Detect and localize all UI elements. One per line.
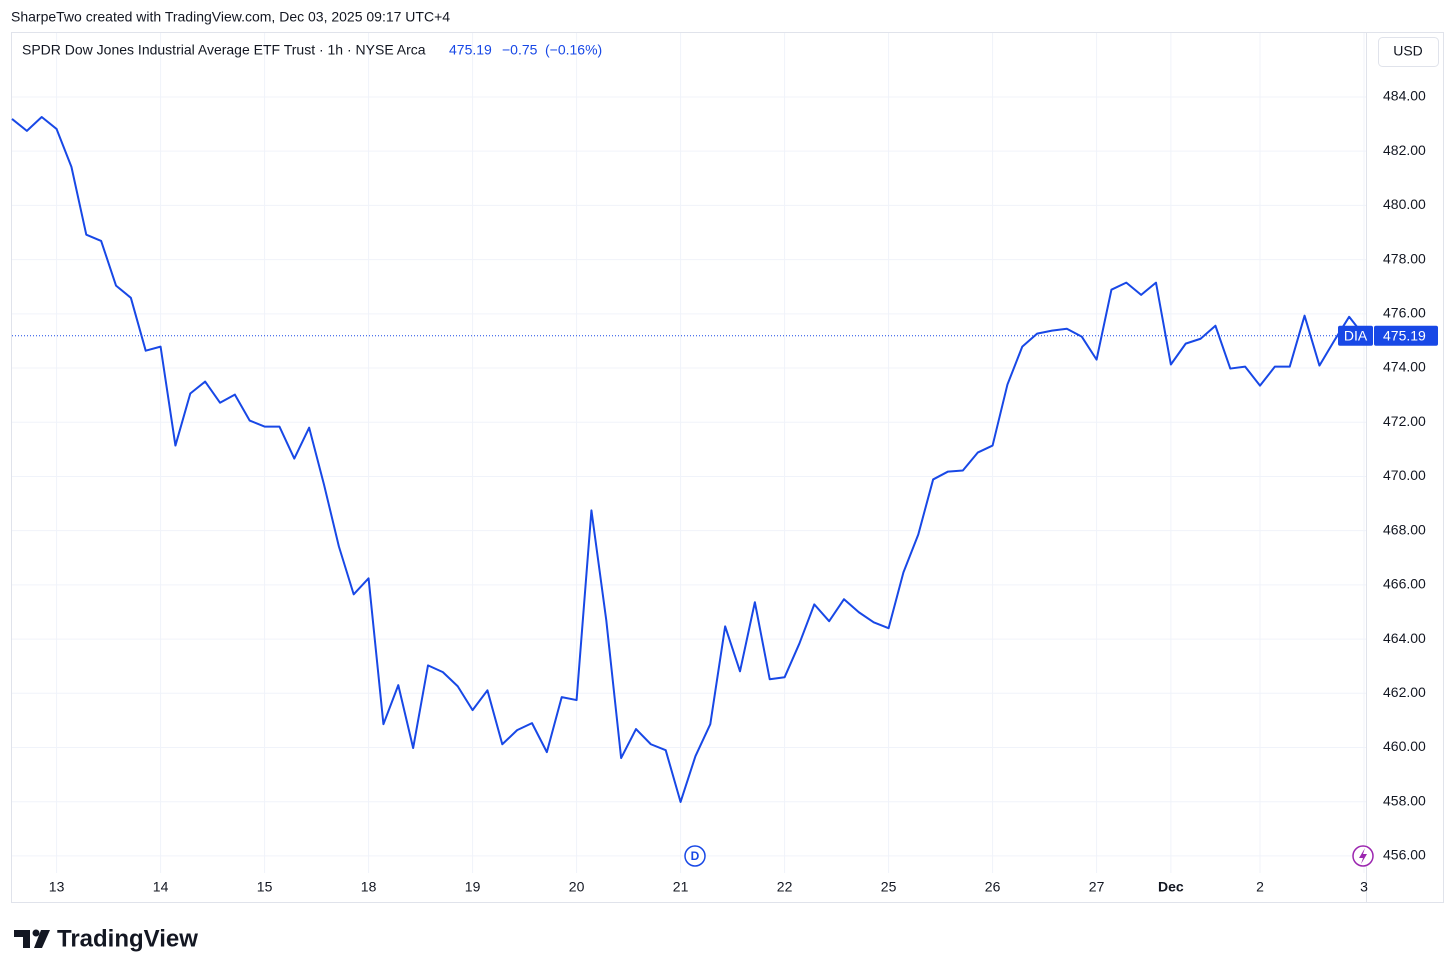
- brand-logo: [14, 929, 50, 948]
- lightning-icon: [1359, 848, 1367, 864]
- dividend-label[interactable]: D: [691, 849, 700, 863]
- y-tick-label: 470.00: [1383, 467, 1426, 483]
- y-tick-label: 484.00: [1383, 88, 1426, 104]
- x-tick-label: 14: [153, 879, 169, 895]
- header-price: 475.19: [449, 42, 492, 58]
- credit: SharpeTwo created with TradingView.com, …: [11, 9, 450, 25]
- price-badge: [1374, 325, 1438, 346]
- y-tick-label: 456.00: [1383, 847, 1426, 863]
- x-tick-label: Dec: [1158, 879, 1184, 895]
- y-tick-label: 472.00: [1383, 413, 1426, 429]
- y-tick-label: 464.00: [1383, 630, 1426, 646]
- x-tick-label: 15: [257, 879, 273, 895]
- price-badge-label: 475.19: [1383, 327, 1426, 343]
- header-change-pct: (−0.16%): [545, 42, 602, 58]
- x-tick-label: 27: [1089, 879, 1105, 895]
- x-tick-label: 22: [777, 879, 793, 895]
- y-tick-label: 480.00: [1383, 196, 1426, 212]
- y-tick-label: 468.00: [1383, 521, 1426, 537]
- price-line: [11, 116, 1365, 803]
- currency-box[interactable]: [1378, 37, 1439, 67]
- symbol-badge: [1338, 325, 1373, 346]
- y-tick-label: 462.00: [1383, 684, 1426, 700]
- header-change: −0.75: [502, 42, 538, 58]
- x-tick-label: 26: [985, 879, 1001, 895]
- x-tick-label: 19: [465, 879, 481, 895]
- dividend-marker[interactable]: [684, 845, 706, 867]
- y-tick-label: 458.00: [1383, 792, 1426, 808]
- currency[interactable]: USD: [1393, 43, 1423, 59]
- x-tick-label: 20: [569, 879, 585, 895]
- x-tick-label: 2: [1256, 879, 1264, 895]
- plot: [11, 33, 1366, 873]
- y-tick-label: 466.00: [1383, 576, 1426, 592]
- x-tick-label: 3: [1360, 879, 1368, 895]
- chart-title: SPDR Dow Jones Industrial Average ETF Tr…: [22, 42, 426, 58]
- y-tick-label: 482.00: [1383, 142, 1426, 158]
- y-tick-label: 476.00: [1383, 305, 1426, 321]
- x-tick-label: 25: [881, 879, 897, 895]
- y-tick-label: 478.00: [1383, 250, 1426, 266]
- brand: TradingView: [57, 925, 198, 952]
- chart-frame: [11, 32, 1444, 903]
- x-tick-label: 13: [49, 879, 65, 895]
- symbol-badge-label: DIA: [1344, 327, 1368, 343]
- x-tick-label: 18: [361, 879, 377, 895]
- x-tick-label: 21: [673, 879, 689, 895]
- y-tick-label: 474.00: [1383, 359, 1426, 375]
- y-tick-label: 460.00: [1383, 738, 1426, 754]
